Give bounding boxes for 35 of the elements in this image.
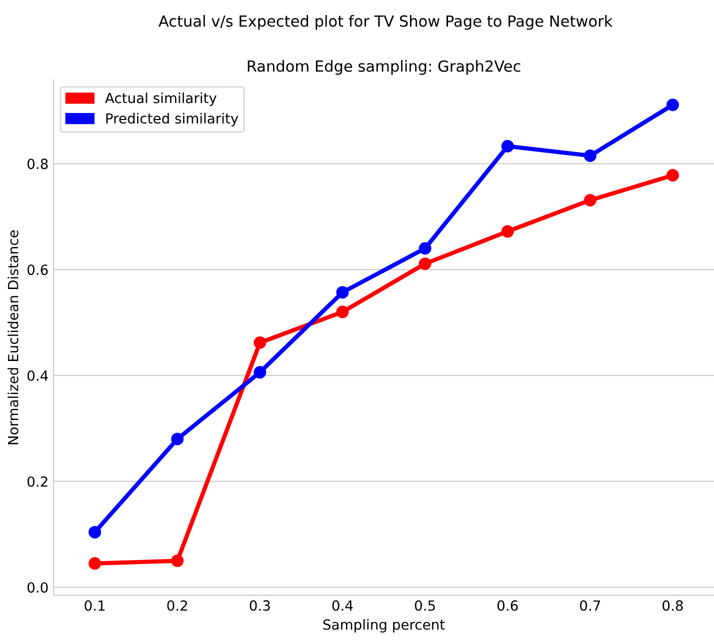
legend-label: Predicted similarity	[106, 112, 238, 126]
x-tick-label: 0.8	[662, 600, 683, 611]
point	[584, 194, 596, 206]
point	[88, 526, 102, 538]
point	[666, 98, 679, 112]
x-tick-label: 0.5	[414, 600, 435, 611]
y-tick-label: 0.4	[28, 370, 48, 381]
x-axis-title: Sampling percent	[323, 619, 445, 632]
point	[501, 140, 514, 152]
point	[418, 242, 432, 255]
chart-title: Random Edge sampling: Graph2Vec	[248, 60, 520, 75]
point	[171, 432, 184, 446]
x-tick-label: 0.2	[167, 600, 188, 611]
point	[666, 169, 679, 182]
x-tick-label: 0.6	[497, 600, 518, 611]
point	[418, 257, 432, 270]
point	[501, 225, 514, 238]
y-tick-label: 0.0	[28, 582, 48, 593]
y-tick-label: 0.6	[28, 264, 48, 276]
point	[336, 286, 349, 299]
x-tick-label: 0.3	[250, 600, 270, 611]
point	[254, 366, 266, 379]
point	[584, 149, 596, 162]
x-tick-label: 0.7	[580, 600, 600, 611]
x-tick-label: 0.1	[84, 600, 105, 611]
y-tick-label: 0.8	[28, 158, 48, 170]
point	[88, 557, 102, 570]
point	[171, 554, 184, 568]
point	[336, 306, 349, 318]
legend-label: Actual similarity	[105, 92, 217, 106]
point	[254, 336, 266, 349]
x-tick-label: 0.4	[332, 600, 353, 611]
y-tick-label: 0.2	[28, 476, 48, 487]
y-axis-title: Normalized Euclidean Distance	[8, 230, 18, 444]
chart-subtitle: Actual v/s Expected plot for TV Show Page to Page Network	[158, 15, 613, 30]
